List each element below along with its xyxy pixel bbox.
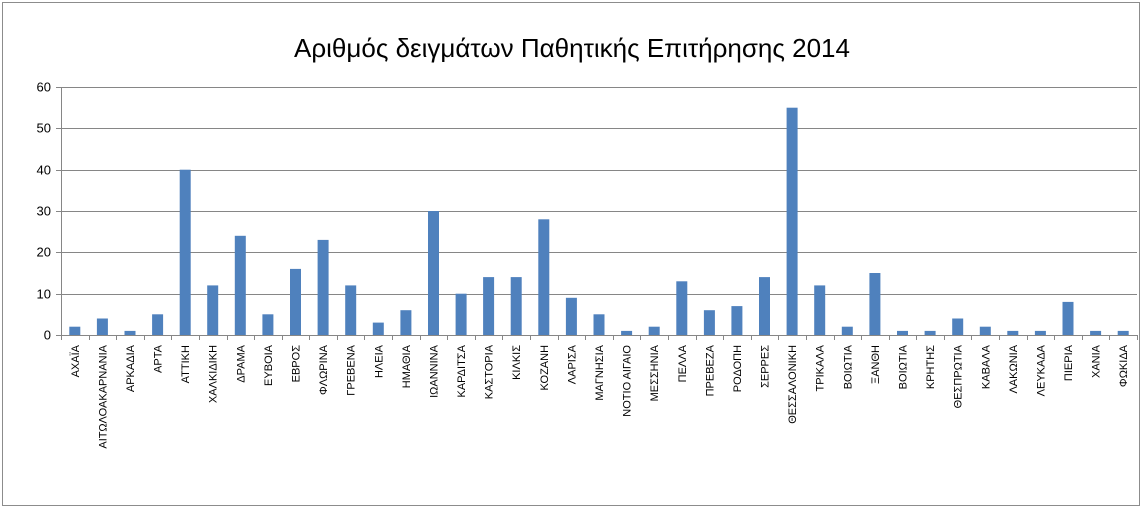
y-tick-label: 20 bbox=[37, 245, 51, 260]
x-tick-label: ΛΑΚΩΝΙΑ bbox=[1008, 344, 1020, 393]
bar bbox=[1034, 330, 1046, 335]
x-tick-label: ΘΕΣΠΡΩΤΙΑ bbox=[953, 344, 965, 408]
bar bbox=[152, 314, 164, 335]
gridlines bbox=[61, 87, 1137, 295]
bar bbox=[317, 239, 329, 335]
bar bbox=[786, 107, 798, 335]
x-tick-label: ΚΡΗΤΗΣ bbox=[925, 345, 937, 389]
bar bbox=[593, 314, 605, 335]
x-tick-label: ΚΙΛΚΙΣ bbox=[511, 345, 523, 380]
x-tick-label: ΚΟΖΑΝΗ bbox=[539, 345, 551, 391]
x-tick-label: ΗΜΑΘΙΑ bbox=[401, 344, 413, 388]
bar bbox=[676, 281, 688, 335]
x-tick-label: ΠΙΕΡΙΑ bbox=[1063, 344, 1075, 381]
bar bbox=[428, 211, 439, 335]
bar bbox=[345, 285, 357, 335]
bar bbox=[510, 277, 522, 335]
x-tick-label: ΑΡΚΑΔΙΑ bbox=[125, 344, 137, 392]
y-tick-label: 60 bbox=[37, 80, 51, 95]
bar bbox=[1007, 330, 1019, 335]
bar-chart-plot: 0 10 20 30 40 50 60 ΑΧΑΪΑ ΑΙΤΩΛΟΑΚΑΡΝΑΝΙΑ ΑΡΚΑΔΙ… bbox=[37, 80, 1138, 449]
bar bbox=[538, 219, 550, 335]
bar bbox=[814, 285, 826, 335]
bar bbox=[979, 326, 991, 335]
bar bbox=[924, 330, 936, 335]
x-tick-label: ΧΑΝΙΑ bbox=[1091, 344, 1103, 378]
x-tick-label: ΙΩΑΝΝΙΝΑ bbox=[429, 344, 441, 398]
x-tick-label: ΜΑΓΝΗΣΙΑ bbox=[594, 344, 606, 400]
y-tick-label: 10 bbox=[37, 287, 51, 302]
x-tick-label: ΡΟΔΟΠΗ bbox=[732, 345, 744, 392]
bar bbox=[124, 330, 136, 335]
bar bbox=[372, 322, 384, 335]
x-axis: ΑΧΑΪΑ ΑΙΤΩΛΟΑΚΑΡΝΑΝΙΑ ΑΡΚΑΔΙΑ ΑΡΤΑ ΑΤΤΙΚΗ ΧΑΛ… bbox=[61, 335, 1138, 449]
bar bbox=[290, 268, 301, 335]
x-tick-label: ΤΡΙΚΑΛΑ bbox=[815, 344, 827, 391]
bar bbox=[96, 318, 108, 335]
bar bbox=[400, 310, 412, 335]
x-tick-label: ΛΑΡΙΣΑ bbox=[566, 344, 578, 384]
bar bbox=[262, 314, 274, 335]
x-tick-label: ΒΟΙΩΤΙΑ bbox=[898, 344, 910, 389]
bar bbox=[1062, 301, 1074, 335]
bar bbox=[621, 330, 633, 335]
bar bbox=[869, 273, 881, 335]
x-tick-label: ΒΟΙΩΤΙΑ bbox=[842, 344, 854, 389]
bar bbox=[565, 297, 577, 335]
x-tick-label: ΚΑΡΔΙΤΣΑ bbox=[456, 344, 468, 397]
bar bbox=[234, 235, 246, 335]
x-tick-label: ΞΑΝΘΗ bbox=[870, 345, 882, 384]
bar bbox=[455, 293, 467, 335]
x-tick-label: ΝΟΤΙΟ ΑΙΓΑΙΟ bbox=[622, 345, 634, 417]
y-tick-label: 0 bbox=[44, 328, 51, 343]
x-tick-label: ΣΕΡΡΕΣ bbox=[760, 345, 772, 388]
x-tick-label: ΠΡΕΒΕΖΑ bbox=[704, 344, 716, 396]
x-tick-label: ΑΙΤΩΛΟΑΚΑΡΝΑΝΙΑ bbox=[97, 344, 109, 448]
y-axis: 0 10 20 30 40 50 60 bbox=[37, 80, 62, 343]
x-tick-label: ΛΕΥΚΑΔΑ bbox=[1035, 344, 1047, 396]
x-tick-label: ΦΛΩΡΙΝΑ bbox=[318, 344, 330, 395]
x-tick-label: ΕΒΡΟΣ bbox=[291, 345, 303, 383]
bar bbox=[648, 326, 660, 335]
bar bbox=[897, 330, 908, 335]
x-tick-label: ΘΕΣΣΑΛΟΝΙΚΗ bbox=[787, 345, 799, 424]
x-tick-label: ΑΤΤΙΚΗ bbox=[180, 345, 192, 383]
x-tick-label: ΠΕΛΛΑ bbox=[677, 344, 689, 382]
bar bbox=[952, 318, 964, 335]
y-tick-label: 30 bbox=[37, 204, 51, 219]
bar bbox=[179, 169, 191, 335]
bar bbox=[1090, 330, 1102, 335]
bars bbox=[69, 107, 1129, 335]
bar bbox=[841, 326, 853, 335]
y-tick-label: 50 bbox=[37, 121, 51, 136]
x-tick-label: ΧΑΛΚΙΔΙΚΗ bbox=[208, 345, 220, 403]
x-tick-label: ΗΛΕΙΑ bbox=[373, 344, 385, 378]
x-tick-label: ΚΑΣΤΟΡΙΑ bbox=[484, 344, 496, 399]
bar bbox=[207, 285, 219, 335]
bar bbox=[483, 277, 495, 335]
bar bbox=[759, 277, 770, 335]
x-tick-label: ΔΡΑΜΑ bbox=[235, 344, 247, 382]
x-tick-label: ΚΑΒΑΛΑ bbox=[980, 344, 992, 389]
x-tick-label: ΑΡΤΑ bbox=[153, 344, 165, 373]
bar bbox=[1117, 330, 1129, 335]
x-tick-label: ΑΧΑΪΑ bbox=[70, 344, 82, 377]
x-tick-label: ΜΕΣΣΗΝΙΑ bbox=[649, 344, 661, 401]
x-tick-label: ΦΩΚΙΔΑ bbox=[1118, 344, 1130, 387]
x-tick-label: ΓΡΕΒΕΝΑ bbox=[346, 344, 358, 395]
bar bbox=[703, 310, 715, 335]
bar bbox=[731, 306, 743, 335]
x-tick-label: ΕΥΒΟΙΑ bbox=[263, 344, 275, 386]
bar bbox=[69, 326, 81, 335]
chart-title: Αριθμός δειγμάτων Παθητικής Επιτήρησης 2… bbox=[294, 33, 850, 63]
y-tick-label: 40 bbox=[37, 163, 51, 178]
